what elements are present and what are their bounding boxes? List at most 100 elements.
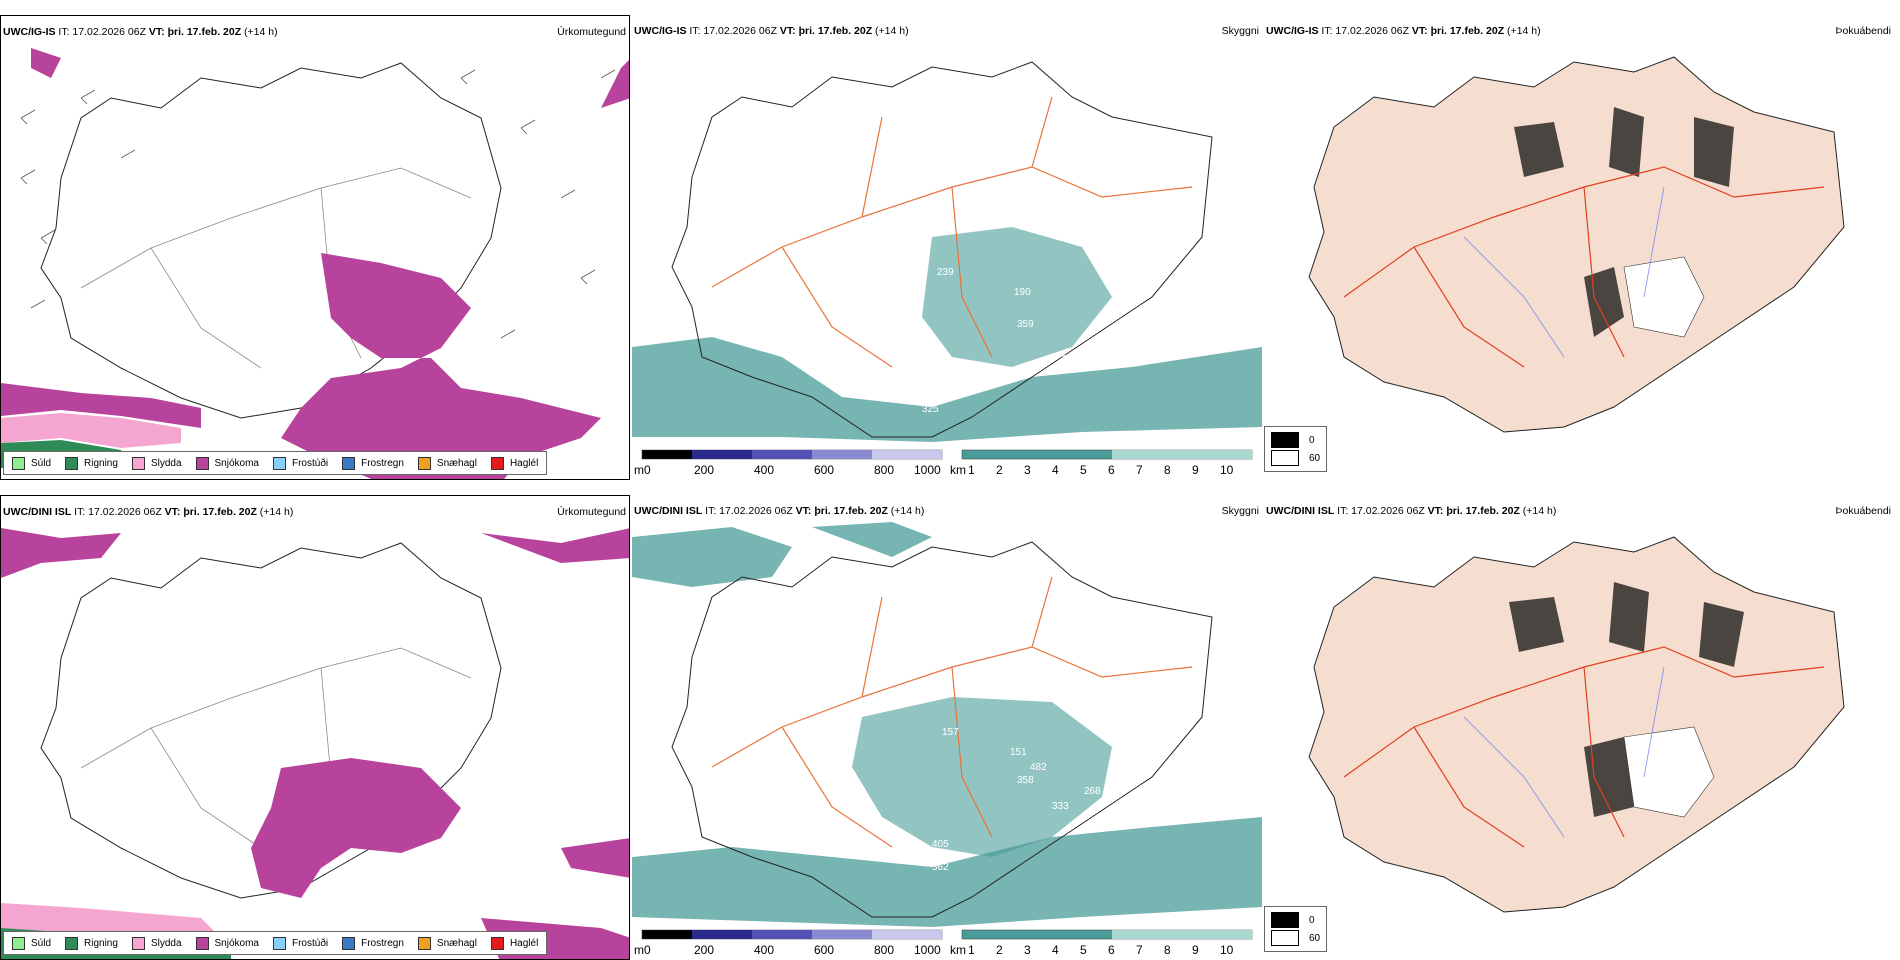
legend-item: Snæhagl — [417, 456, 477, 470]
visibility-label: 190 — [1014, 287, 1031, 298]
legend-tick: 800 — [874, 463, 894, 477]
snow-area-nw — [1, 528, 629, 578]
precip-type-legend: Súld Rigning Slydda Snjókoma Frostúði Fr… — [3, 931, 548, 955]
visibility-label: 157 — [942, 727, 959, 738]
legend-swatch — [272, 936, 286, 950]
legend-tick: 600 — [814, 463, 834, 477]
visibility-label: 465 — [1092, 614, 1109, 625]
visibility-fog-area — [632, 337, 1262, 442]
iceland-coastline — [671, 61, 1213, 438]
legend-tick: 4 — [1052, 463, 1059, 477]
legend-item: Frostúði — [272, 936, 328, 950]
roads — [711, 96, 1193, 368]
visibility-inland-area — [852, 697, 1112, 857]
legend-tick: 1 — [968, 463, 975, 477]
legend-tick: 5 — [1080, 943, 1087, 957]
legend-swatch — [1271, 912, 1299, 928]
iceland-land — [1308, 56, 1845, 433]
legend-swatch — [131, 936, 145, 950]
fog-dense-patch — [1514, 107, 1734, 337]
legend-unit: m — [634, 943, 644, 957]
snow-area — [251, 758, 461, 898]
legend-tick: 600 — [814, 943, 834, 957]
panel-title: UWC/DINI ISL IT: 17.02.2026 06Z VT: þri.… — [1266, 505, 1557, 517]
visibility-label: 358 — [1017, 775, 1034, 786]
legend-swatch — [272, 456, 286, 470]
legend-tick: 200 — [694, 463, 714, 477]
visibility-label: 405 — [932, 839, 949, 850]
legend-item: Rigning — [65, 456, 118, 470]
legend-tick: 800 — [874, 943, 894, 957]
legend-item: Haglél — [490, 936, 538, 950]
legend-swatch — [417, 456, 431, 470]
legend-tick: 6 — [1108, 463, 1115, 477]
product-type-label: Úrkomutegund — [557, 26, 626, 38]
visibility-label: 239 — [937, 267, 954, 278]
visibility-fog-area — [632, 522, 1262, 927]
legend-tick: 1000 — [914, 943, 941, 957]
fog-dense-patch — [1509, 582, 1744, 817]
legend-swatch — [490, 936, 504, 950]
iceland-coastline — [671, 541, 1213, 918]
glacier-white — [1623, 256, 1705, 338]
fog-map — [1308, 56, 1845, 433]
iceland-coastline — [40, 62, 502, 419]
legend-item: 60 — [1271, 929, 1320, 947]
legend-item: Snæhagl — [417, 936, 477, 950]
legend-unit: km — [950, 943, 966, 957]
visibility-legend: m 0 200 400 600 800 1000 km 1 2 3 4 5 6 … — [634, 929, 1253, 957]
legend-item: Frostúði — [272, 456, 328, 470]
iceland-coastline — [40, 542, 502, 899]
visibility-label: 333 — [1052, 801, 1069, 812]
legend-tick: 6 — [1108, 943, 1115, 957]
legend-tick: 1000 — [914, 463, 941, 477]
legend-tick: 3 — [1024, 463, 1031, 477]
legend-tick: 7 — [1136, 463, 1143, 477]
legend-item: Haglél — [490, 456, 538, 470]
legend-tick: 2 — [996, 943, 1003, 957]
legend-swatch — [1271, 450, 1299, 466]
panel-title: UWC/IG-IS IT: 17.02.2026 06Z VT: þri. 17… — [634, 25, 909, 37]
legend-tick: 400 — [754, 943, 774, 957]
legend-tick: 9 — [1192, 463, 1199, 477]
product-type-label: Skyggni — [1221, 25, 1259, 37]
legend-tick: 9 — [1192, 943, 1199, 957]
roads — [711, 576, 1193, 848]
panel-precip-type-igis: UWC/IG-IS IT: 17.02.2026 06Z VT: þri. 17… — [0, 15, 630, 480]
snow-area-nw — [31, 48, 629, 108]
legend-tick: 0 — [644, 463, 651, 477]
visibility-label: 362 — [932, 862, 949, 873]
legend-item: 60 — [1271, 449, 1320, 467]
legend-tick: 10 — [1220, 463, 1234, 477]
legend-swatch — [1271, 930, 1299, 946]
snow-area — [281, 253, 601, 479]
legend-tick: 0 — [644, 943, 651, 957]
legend-swatch — [417, 936, 431, 950]
legend-item: 0 — [1271, 431, 1320, 449]
legend-item: Rigning — [65, 936, 118, 950]
legend-item: Slydda — [131, 456, 182, 470]
legend-tick: 5 — [1080, 463, 1087, 477]
visibility-label: 208 — [1062, 354, 1079, 365]
product-type-label: Þokuábendi — [1835, 505, 1891, 517]
snow-area-south — [481, 838, 629, 959]
legend-item: Súld — [12, 456, 51, 470]
legend-swatch — [490, 456, 504, 470]
legend-swatch — [65, 456, 79, 470]
visibility-label: 340 — [927, 376, 944, 387]
legend-unit: km — [950, 463, 966, 477]
visibility-legend: m 0 200 400 600 800 1000 km 1 2 3 4 5 6 … — [634, 449, 1253, 477]
glacier-white — [1623, 726, 1715, 818]
precip-map — [1, 48, 629, 479]
legend-item: Frostregn — [342, 456, 404, 470]
snow-area-sw — [1, 383, 201, 428]
legend-swatch — [1271, 432, 1299, 448]
visibility-label: 403 — [977, 194, 994, 205]
visibility-inland-area — [922, 227, 1112, 367]
legend-tick: 8 — [1164, 943, 1171, 957]
legend-item: 0 — [1271, 911, 1320, 929]
panel-title: UWC/IG-IS IT: 17.02.2026 06Z VT: þri. 17… — [1266, 25, 1541, 37]
visibility-label: 268 — [1084, 786, 1101, 797]
legend-tick: 10 — [1220, 943, 1234, 957]
legend-tick: 4 — [1052, 943, 1059, 957]
